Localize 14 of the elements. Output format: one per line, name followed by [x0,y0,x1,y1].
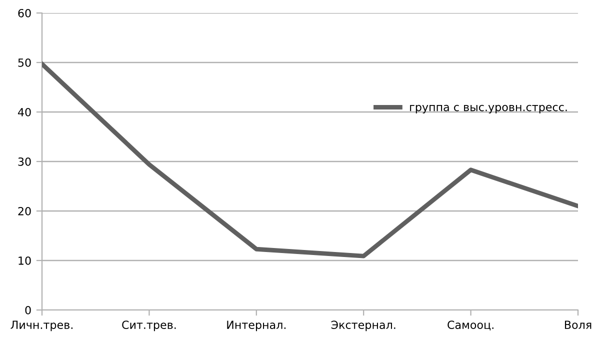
y-tick-label: 40 [18,108,31,116]
x-tick-label: Экстернал. [331,320,396,332]
y-tick-label: 60 [18,8,31,18]
x-tick-label: Воля [564,320,592,330]
y-tick-label: 30 [18,157,31,166]
legend-label: группа с выс.уровн.стресс. [410,104,567,114]
x-tick-label: Личн.трев. [10,320,72,332]
y-tick-label: 0 [25,306,31,314]
y-tick-label: 20 [18,206,31,216]
x-tick-label: Сит.трев. [122,320,176,332]
x-tick-label: Самооц. [448,320,494,330]
y-tick-label: 50 [18,58,31,67]
x-tick-label: Интернал. [227,320,286,332]
y-tick-label: 10 [18,256,31,265]
